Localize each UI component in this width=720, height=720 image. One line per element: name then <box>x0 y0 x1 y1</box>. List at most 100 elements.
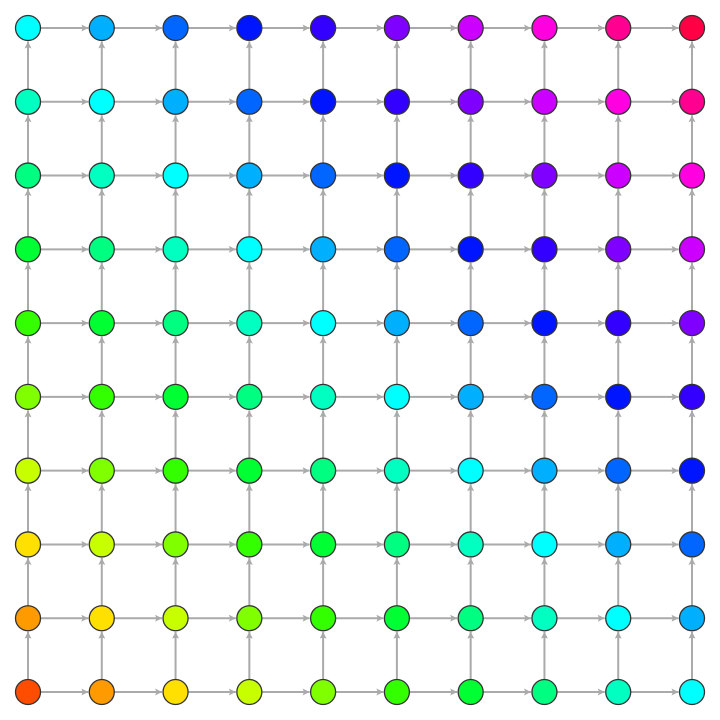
node <box>309 162 337 189</box>
node <box>236 457 263 484</box>
node <box>14 678 42 706</box>
node <box>162 457 189 484</box>
node <box>605 14 632 42</box>
node <box>88 88 115 115</box>
node <box>14 531 42 558</box>
node <box>14 162 42 189</box>
node <box>14 14 42 42</box>
node <box>162 236 189 263</box>
node <box>383 162 411 189</box>
node <box>383 678 411 706</box>
node <box>14 88 42 115</box>
node <box>678 678 706 706</box>
node <box>605 162 632 189</box>
node <box>457 531 484 558</box>
node <box>383 605 411 632</box>
node <box>605 457 632 484</box>
node <box>88 678 115 706</box>
node <box>678 531 706 558</box>
node <box>309 605 337 632</box>
node <box>531 678 558 706</box>
node <box>457 605 484 632</box>
node <box>383 531 411 558</box>
node <box>531 457 558 484</box>
node <box>678 383 706 411</box>
node <box>605 605 632 632</box>
node <box>605 309 632 337</box>
node <box>309 531 337 558</box>
node <box>236 309 263 337</box>
node <box>162 88 189 115</box>
node <box>678 309 706 337</box>
node <box>457 14 484 42</box>
node <box>605 236 632 263</box>
node <box>88 531 115 558</box>
node <box>678 236 706 263</box>
node <box>88 162 115 189</box>
node <box>88 14 115 42</box>
node <box>14 457 42 484</box>
node <box>605 88 632 115</box>
node <box>236 605 263 632</box>
node <box>309 457 337 484</box>
node <box>678 14 706 42</box>
node <box>14 236 42 263</box>
node <box>236 383 263 411</box>
node <box>14 383 42 411</box>
node <box>236 236 263 263</box>
node <box>236 14 263 42</box>
node <box>309 383 337 411</box>
node <box>383 14 411 42</box>
node <box>162 162 189 189</box>
node <box>457 457 484 484</box>
node <box>605 531 632 558</box>
node <box>236 162 263 189</box>
node <box>88 236 115 263</box>
node <box>605 678 632 706</box>
node <box>309 88 337 115</box>
node <box>531 14 558 42</box>
node <box>162 531 189 558</box>
node <box>383 88 411 115</box>
node <box>457 162 484 189</box>
node <box>383 457 411 484</box>
node <box>162 14 189 42</box>
node <box>14 605 42 632</box>
node <box>531 531 558 558</box>
node <box>678 605 706 632</box>
node <box>383 383 411 411</box>
node <box>88 457 115 484</box>
node <box>88 309 115 337</box>
node <box>162 678 189 706</box>
node <box>309 309 337 337</box>
node <box>162 383 189 411</box>
node <box>383 309 411 337</box>
node <box>236 678 263 706</box>
node <box>678 457 706 484</box>
node <box>457 678 484 706</box>
node <box>383 236 411 263</box>
node <box>457 383 484 411</box>
node <box>88 383 115 411</box>
node <box>457 236 484 263</box>
node <box>309 14 337 42</box>
node <box>605 383 632 411</box>
node <box>88 605 115 632</box>
node <box>531 309 558 337</box>
node <box>309 236 337 263</box>
node <box>236 531 263 558</box>
node <box>162 309 189 337</box>
node <box>531 162 558 189</box>
node <box>457 88 484 115</box>
node <box>678 162 706 189</box>
node <box>531 605 558 632</box>
node <box>678 88 706 115</box>
node <box>309 678 337 706</box>
node <box>531 236 558 263</box>
node <box>531 383 558 411</box>
node <box>531 88 558 115</box>
node <box>457 309 484 337</box>
node <box>14 309 42 337</box>
